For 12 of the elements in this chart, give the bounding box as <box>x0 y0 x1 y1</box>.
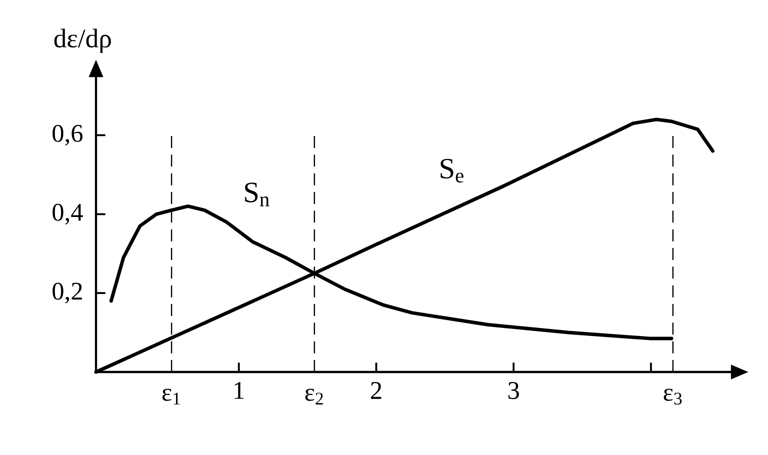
series-label: S$_{e}$ <box>440 158 464 183</box>
ref-line-label: ε$_{1}$ <box>162 388 180 404</box>
series-label: S$_{n}$ <box>245 182 270 206</box>
y-tick-label: 0,2 <box>52 282 82 304</box>
ref-line-label: ε$_{3}$ <box>664 388 682 405</box>
x-tick-label: 3 <box>508 382 519 400</box>
y-tick-label: 0,4 <box>52 204 83 225</box>
y-tick-label: 0,6 <box>52 124 83 146</box>
x-tick-label: 2 <box>371 382 382 399</box>
x-tick-label: 1 <box>234 382 244 399</box>
ref-line-label: ε$_{2}$ <box>305 388 323 404</box>
y-axis-title: dε/dρ <box>54 28 111 53</box>
